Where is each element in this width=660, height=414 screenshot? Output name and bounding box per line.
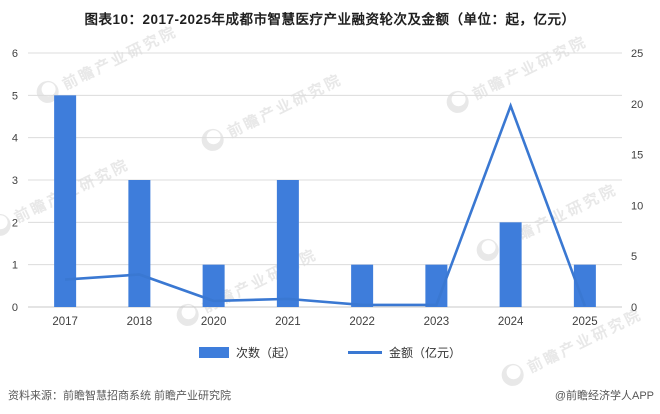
svg-text:2022: 2022 (349, 316, 375, 328)
svg-text:20: 20 (631, 99, 643, 111)
legend-bar-label: 次数（起） (235, 346, 296, 360)
svg-text:2024: 2024 (498, 316, 524, 328)
chart-area: 0 1 2 3 4 5 6 0 5 10 15 20 25 2017 2018 2020 2021 2022 202… (0, 38, 660, 330)
svg-text:2: 2 (12, 217, 18, 229)
svg-text:2023: 2023 (424, 316, 450, 328)
svg-text:5: 5 (12, 90, 18, 102)
svg-text:2021: 2021 (275, 316, 301, 328)
legend-bar-swatch (198, 347, 229, 358)
credit-text: @前瞻经济学人APP (554, 390, 654, 402)
svg-text:2018: 2018 (127, 316, 153, 328)
legend-line-swatch (348, 351, 382, 354)
data-source-text: 资料来源：前瞻智慧招商系统 前瞻产业研究院 (8, 390, 232, 402)
svg-text:3: 3 (12, 175, 18, 187)
watermark-logo-icon (497, 360, 528, 390)
svg-text:5: 5 (631, 251, 637, 263)
legend-item-amount: 金额（亿元） (348, 344, 461, 361)
svg-text:0: 0 (12, 302, 18, 314)
svg-text:4: 4 (12, 133, 18, 145)
svg-text:10: 10 (631, 200, 643, 212)
svg-text:2025: 2025 (572, 316, 598, 328)
svg-text:2017: 2017 (52, 316, 78, 328)
legend-line-label: 金额（亿元） (389, 346, 462, 360)
svg-text:15: 15 (631, 150, 643, 162)
svg-text:0: 0 (631, 302, 637, 314)
svg-text:25: 25 (631, 48, 643, 60)
legend-item-count: 次数（起） (198, 344, 296, 361)
chart-title: 图表10：2017-2025年成都市智慧医疗产业融资轮次及金额（单位：起，亿元） (84, 12, 576, 27)
svg-text:1: 1 (12, 260, 18, 272)
chart-legend: 次数（起） 金额（亿元） (0, 344, 660, 361)
svg-text:2020: 2020 (201, 316, 227, 328)
svg-text:6: 6 (12, 48, 18, 60)
